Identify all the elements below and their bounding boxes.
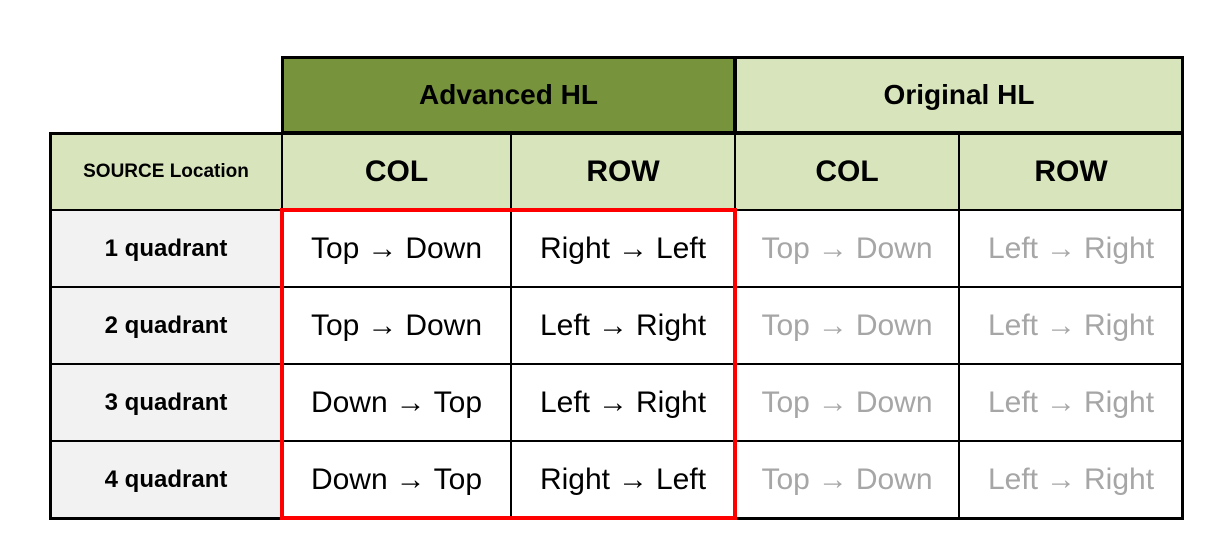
advanced-col-cell: Top → Down	[281, 286, 512, 365]
arrow-right-icon: →	[598, 308, 628, 342]
arrow-right-icon: →	[1046, 231, 1076, 265]
row-label-4-quadrant: 4 quadrant	[49, 440, 283, 520]
original-row-cell: Left → Right	[958, 209, 1184, 288]
advanced-col-cell: Top → Down	[281, 209, 512, 288]
arrow-right-icon: →	[395, 463, 426, 496]
original-hl-header: Original HL	[734, 56, 1184, 134]
original-col-cell: Top → Down	[734, 286, 960, 365]
to-text: Right	[1084, 463, 1155, 496]
advanced-row-cell: Right → Left	[510, 440, 736, 520]
original-row-cell: Left → Right	[958, 440, 1184, 520]
row-label-3-quadrant: 3 quadrant	[49, 363, 283, 442]
to-text: Left	[656, 231, 707, 265]
advanced-col-header: COL	[281, 132, 512, 211]
original-col-header: COL	[734, 132, 960, 211]
arrow-right-icon: →	[618, 231, 648, 265]
from-text: Left	[987, 463, 1038, 496]
arrow-right-icon: →	[1046, 385, 1076, 419]
arrow-right-icon: →	[598, 385, 628, 419]
arrow-right-icon: →	[1046, 308, 1076, 342]
advanced-row-cell: Left → Right	[510, 286, 736, 365]
to-text: Right	[636, 385, 707, 419]
original-col-cell: Top → Down	[734, 209, 960, 288]
to-text: Top	[433, 463, 483, 496]
advanced-row-cell: Right → Left	[510, 209, 736, 288]
advanced-row-header: ROW	[510, 132, 736, 211]
arrow-right-icon: →	[395, 385, 426, 419]
advanced-row-cell: Left → Right	[510, 363, 736, 442]
from-text: Right	[539, 463, 610, 496]
original-row-header: ROW	[958, 132, 1184, 211]
arrow-right-icon: →	[1046, 463, 1076, 496]
row-label-1-quadrant: 1 quadrant	[49, 209, 283, 288]
from-text: Top	[761, 385, 810, 419]
to-text: Right	[1084, 385, 1155, 419]
from-text: Top	[761, 463, 810, 496]
arrow-right-icon: →	[367, 308, 398, 342]
from-text: Top	[310, 308, 360, 342]
to-text: Down	[855, 463, 933, 496]
to-text: Right	[1084, 308, 1155, 342]
to-text: Down	[855, 308, 933, 342]
original-row-cell: Left → Right	[958, 363, 1184, 442]
source-location-header: SOURCE Location	[49, 132, 283, 211]
from-text: Top	[761, 308, 810, 342]
advanced-col-cell: Down → Top	[281, 440, 512, 520]
from-text: Down	[310, 463, 388, 496]
to-text: Down	[855, 231, 933, 265]
arrow-right-icon: →	[367, 231, 398, 265]
from-text: Down	[310, 385, 388, 419]
original-row-cell: Left → Right	[958, 286, 1184, 365]
row-label-2-quadrant: 2 quadrant	[49, 286, 283, 365]
from-text: Top	[310, 231, 360, 265]
from-text: Left	[987, 385, 1038, 419]
from-text: Left	[539, 308, 590, 342]
to-text: Top	[433, 385, 483, 419]
to-text: Down	[405, 308, 483, 342]
advanced-hl-header: Advanced HL	[281, 56, 736, 134]
to-text: Left	[656, 463, 707, 496]
arrow-right-icon: →	[817, 463, 848, 496]
to-text: Down	[405, 231, 483, 265]
from-text: Left	[987, 308, 1038, 342]
advanced-col-cell: Down → Top	[281, 363, 512, 442]
arrow-right-icon: →	[817, 385, 848, 419]
to-text: Down	[855, 385, 933, 419]
from-text: Right	[539, 231, 610, 265]
to-text: Right	[1084, 231, 1155, 265]
from-text: Top	[761, 231, 810, 265]
from-text: Left	[539, 385, 590, 419]
original-col-cell: Top → Down	[734, 363, 960, 442]
to-text: Right	[636, 308, 707, 342]
arrow-right-icon: →	[618, 463, 648, 496]
from-text: Left	[987, 231, 1038, 265]
arrow-right-icon: →	[817, 231, 848, 265]
original-col-cell: Top → Down	[734, 440, 960, 520]
arrow-right-icon: →	[817, 308, 848, 342]
